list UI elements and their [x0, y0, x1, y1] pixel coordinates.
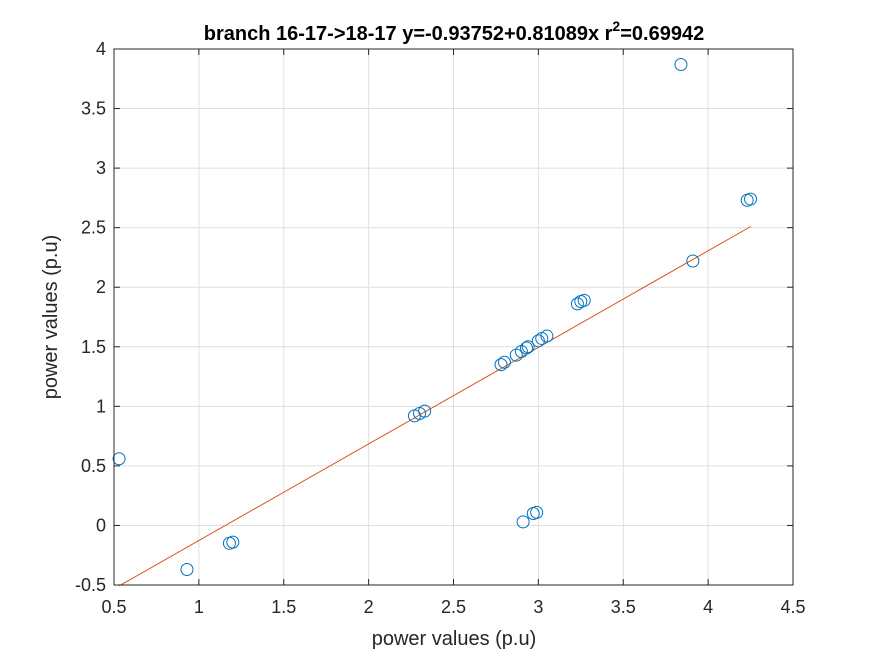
y-tick-label: 1.5	[81, 337, 106, 357]
y-axis-ticks: -0.5 0 0.5 1 1.5 2 2.5 3 3.5 4	[75, 39, 793, 595]
x-tick-label: 0.5	[101, 597, 126, 617]
chart-title-main: branch 16-17->18-17 y=-0.93752+0.81089x …	[204, 23, 613, 45]
y-tick-label: 2.5	[81, 218, 106, 238]
data-point	[497, 355, 511, 369]
x-tick-label: 2.5	[441, 597, 466, 617]
data-point	[674, 57, 688, 71]
data-point	[570, 297, 584, 311]
data-point	[516, 515, 530, 529]
data-point	[577, 293, 591, 307]
chart-title-tail: =0.69942	[620, 23, 704, 45]
x-tick-label: 4	[703, 597, 713, 617]
y-axis-label: power values (p.u)	[40, 235, 62, 400]
data-point	[530, 505, 544, 519]
x-axis-label: power values (p.u)	[372, 628, 537, 650]
x-tick-label: 1	[194, 597, 204, 617]
y-tick-label: 2	[96, 277, 106, 297]
chart-title-superscript: 2	[612, 18, 620, 34]
data-point	[540, 329, 554, 343]
data-point	[418, 404, 432, 418]
data-point	[112, 452, 126, 466]
y-tick-label: 3.5	[81, 99, 106, 119]
data-point	[744, 192, 758, 206]
data-point	[531, 334, 545, 348]
data-points	[112, 57, 758, 577]
y-tick-label: 1	[96, 396, 106, 416]
x-tick-label: 3.5	[611, 597, 636, 617]
data-point	[519, 341, 533, 355]
x-axis-ticks: 0.5 1 1.5 2 2.5 3 3.5 4 4.5	[101, 49, 806, 617]
y-tick-label: 4	[96, 39, 106, 59]
data-point	[521, 340, 535, 354]
y-tick-label: 0	[96, 515, 106, 535]
y-tick-label: -0.5	[75, 575, 106, 595]
data-point	[686, 254, 700, 268]
x-tick-label: 2	[364, 597, 374, 617]
fit-line-layer	[118, 226, 751, 587]
chart-title: branch 16-17->18-17 y=-0.93752+0.81089x …	[204, 18, 704, 45]
x-tick-label: 1.5	[271, 597, 296, 617]
data-point	[226, 535, 240, 549]
data-point	[180, 563, 194, 577]
regression-line	[118, 226, 751, 587]
data-point	[494, 358, 508, 372]
y-tick-label: 3	[96, 158, 106, 178]
x-tick-label: 4.5	[780, 597, 805, 617]
x-tick-label: 3	[533, 597, 543, 617]
y-tick-label: 0.5	[81, 456, 106, 476]
